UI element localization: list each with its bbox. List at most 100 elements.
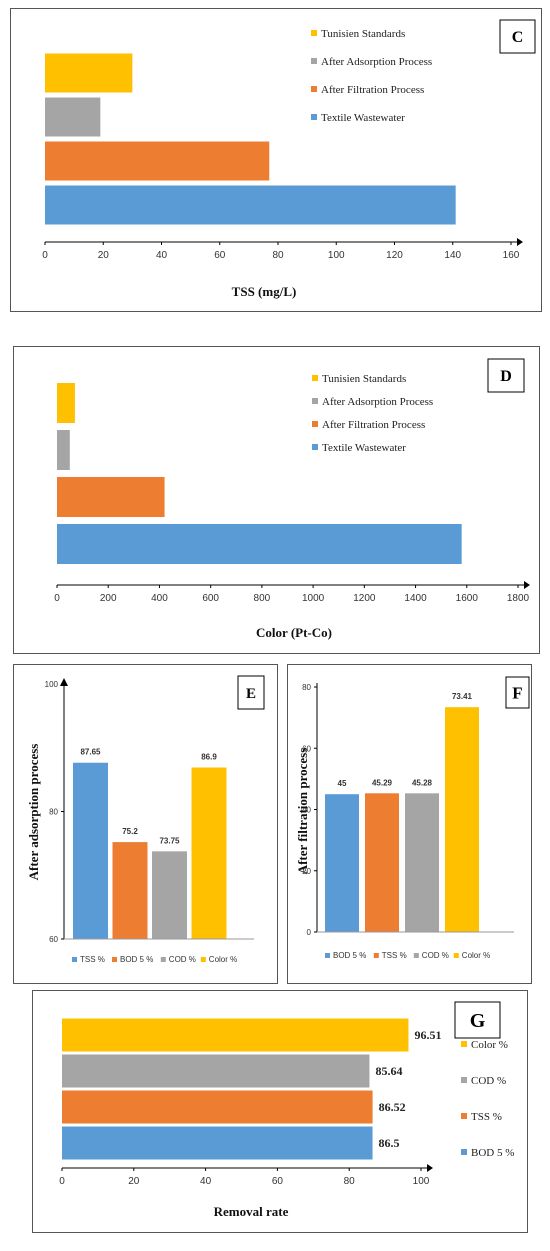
- y-tick-label: 80: [49, 808, 58, 817]
- legend-swatch-bod-5: [112, 957, 117, 962]
- legend-swatch-tss: [461, 1113, 467, 1119]
- x-tick-label: 160: [503, 250, 520, 261]
- bar-cod: [405, 793, 439, 932]
- panel-letter: G: [470, 1010, 486, 1032]
- chart-panel-f: 45 45.29 45.28 73.41 0 20 40 60 80 After filtrati…: [287, 664, 532, 984]
- panel-letter-box: [237, 675, 265, 710]
- panel-letter: F: [512, 683, 522, 702]
- legend-label-bod-5: BOD 5 %: [471, 1147, 514, 1159]
- legend-swatch-after-adsorption-process: [311, 58, 317, 64]
- legend-label-textile-wastewater: Textile Wastewater: [322, 442, 406, 454]
- x-tick-label: 40: [200, 1176, 212, 1187]
- legend-label-tss: TSS %: [471, 1111, 502, 1123]
- x-tick-label: 400: [151, 593, 168, 604]
- bar-tss: [73, 762, 108, 939]
- legend-label-color: Color %: [209, 955, 237, 964]
- bar-after-filtration-process: [45, 141, 270, 181]
- bar-color: [62, 1018, 409, 1052]
- chart-c-svg: 0 20 40 60 80 100 120 140 160 TSS (mg/L) Tunisien …: [42, 19, 536, 299]
- panel-letter-box: [454, 1001, 501, 1039]
- legend-swatch-after-filtration-process: [312, 421, 318, 427]
- panel-letter-box: [487, 358, 525, 393]
- legend-label-bod-5: BOD 5 %: [333, 951, 366, 960]
- panel-letter: E: [246, 686, 256, 702]
- x-tick-label: 80: [344, 1176, 356, 1187]
- legend-swatch-textile-wastewater: [311, 114, 317, 120]
- legend-swatch-tss: [373, 953, 379, 958]
- bar-textile-wastewater: [45, 185, 456, 225]
- x-axis-arrow: [517, 238, 523, 246]
- chart-g-svg: 86.5 86.52 85.64 96.51 0 20 40 60 80 100 Removal r…: [59, 1001, 514, 1219]
- chart-panel-e: 87.65 75.2 73.75 86.9 60 80 100 After adsorptio…: [13, 664, 278, 984]
- data-label-color: 73.41: [452, 692, 473, 701]
- legend-swatch-cod: [461, 1077, 467, 1083]
- bar-after-adsorption-process: [45, 97, 101, 137]
- x-tick-label: 80: [272, 250, 284, 261]
- legend-label-color: Color %: [462, 951, 490, 960]
- legend-swatch-cod: [413, 953, 419, 958]
- data-label-bod-5: 45: [338, 779, 347, 788]
- bar-textile-wastewater: [57, 524, 462, 564]
- x-tick-label: 800: [254, 593, 271, 604]
- panel-letter-box: [505, 676, 530, 709]
- y-axis-title: After adsorption process: [26, 744, 41, 881]
- legend-swatch-textile-wastewater: [312, 444, 318, 450]
- data-label-bod-5: 75.2: [122, 827, 138, 836]
- x-axis-arrow: [427, 1164, 433, 1172]
- legend-label-tss: TSS %: [80, 955, 105, 964]
- x-tick-label: 140: [444, 250, 461, 261]
- legend-swatch-color: [200, 957, 206, 962]
- data-label-color: 86.9: [201, 753, 217, 762]
- panel-letter: C: [512, 29, 524, 46]
- legend-swatch-bod-5: [325, 953, 330, 958]
- x-tick-label: 60: [214, 250, 226, 261]
- bar-tss: [62, 1090, 373, 1124]
- x-tick-label: 20: [128, 1176, 140, 1187]
- x-tick-label: 100: [328, 250, 345, 261]
- bar-color: [445, 707, 479, 932]
- legend-label-color: Color %: [471, 1039, 508, 1051]
- x-tick-label: 100: [413, 1176, 430, 1187]
- bar-bod-5: [325, 794, 359, 932]
- x-tick-label: 60: [272, 1176, 284, 1187]
- y-axis-arrow: [60, 678, 68, 686]
- bar-bod-5: [112, 842, 148, 939]
- x-axis-title: TSS (mg/L): [232, 284, 297, 299]
- y-tick-label: 60: [49, 935, 58, 944]
- x-tick-label: 600: [202, 593, 219, 604]
- legend-label-after-adsorption-process: After Adsorption Process: [322, 396, 433, 408]
- legend-label-textile-wastewater: Textile Wastewater: [321, 112, 405, 124]
- legend-label-tunisien-standards: Tunisien Standards: [321, 28, 405, 40]
- legend-swatch-after-filtration-process: [311, 86, 317, 92]
- data-label-tss: 45.29: [372, 778, 393, 787]
- chart-f-svg: 45 45.29 45.28 73.41 0 20 40 60 80 After filtrati…: [295, 676, 530, 960]
- legend-swatch-bod-5: [461, 1149, 467, 1155]
- y-tick-label: 40: [302, 806, 311, 815]
- x-axis-title: Color (Pt-Co): [256, 625, 332, 640]
- data-label-cod: 45.28: [412, 778, 433, 787]
- y-tick-label: 0: [307, 928, 312, 937]
- x-tick-label: 120: [386, 250, 403, 261]
- legend-swatch-cod: [160, 957, 166, 962]
- x-tick-label: 1400: [404, 593, 427, 604]
- data-label-tss: 86.52: [379, 1100, 406, 1114]
- data-label-bod-5: 86.5: [379, 1136, 400, 1150]
- data-label-tss: 87.65: [80, 748, 101, 757]
- chart-panel-c: 0 20 40 60 80 100 120 140 160 TSS (mg/L) Tunisien …: [10, 8, 542, 312]
- x-tick-label: 200: [100, 593, 117, 604]
- bar-after-filtration-process: [57, 477, 165, 517]
- bar-cod: [152, 851, 187, 939]
- legend-label-cod: COD %: [422, 951, 449, 960]
- y-tick-label: 60: [302, 744, 311, 753]
- x-axis-title: Removal rate: [214, 1204, 289, 1219]
- data-label-cod: 85.64: [375, 1064, 402, 1078]
- legend-swatch-tss: [72, 957, 77, 962]
- chart-panel-g: 86.5 86.52 85.64 96.51 0 20 40 60 80 100 Removal r…: [32, 990, 528, 1233]
- x-tick-label: 1800: [507, 593, 530, 604]
- legend-swatch-color: [461, 1041, 467, 1047]
- bar-tunisien-standards: [45, 53, 133, 93]
- bar-cod: [62, 1054, 370, 1088]
- bar-bod-5: [62, 1126, 373, 1160]
- x-tick-label: 20: [98, 250, 110, 261]
- bar-tunisien-standards: [57, 383, 75, 423]
